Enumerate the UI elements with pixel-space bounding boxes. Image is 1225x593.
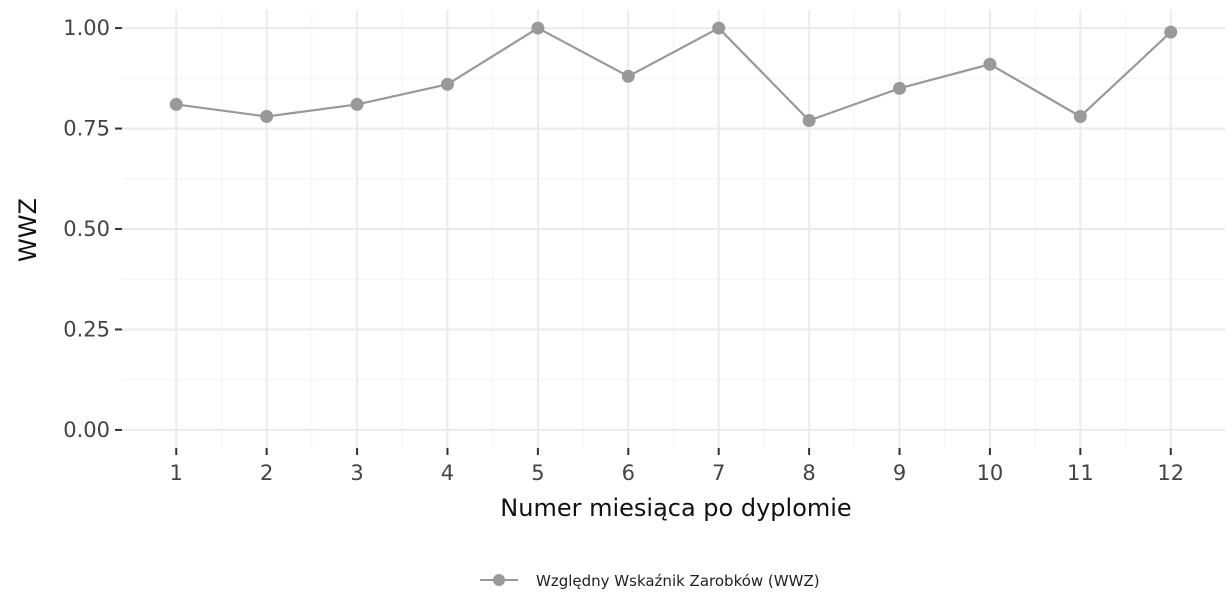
data-point — [169, 97, 183, 111]
legend-point-key — [493, 574, 505, 586]
legend-label: Względny Wskaźnik Zarobków (WWZ) — [536, 572, 820, 590]
data-point — [893, 81, 907, 95]
x-tick-label: 2 — [260, 461, 273, 485]
y-tick-label: 0.50 — [63, 217, 110, 241]
x-tick-label: 10 — [977, 461, 1004, 485]
y-tick-label: 0.00 — [63, 418, 110, 442]
data-point — [531, 21, 545, 35]
y-tick-label: 0.25 — [63, 317, 110, 341]
y-tick-label: 0.75 — [63, 117, 110, 141]
data-point — [712, 21, 726, 35]
data-point — [260, 109, 274, 123]
data-point — [1164, 25, 1178, 39]
series-layer — [169, 21, 1178, 128]
x-axis: 1 2 3 4 5 6 7 8 9 10 11 12 — [170, 448, 1184, 485]
legend: Względny Wskaźnik Zarobków (WWZ) — [480, 572, 820, 590]
series-line — [176, 26, 1172, 122]
x-tick-label: 9 — [893, 461, 906, 485]
x-tick-label: 3 — [350, 461, 363, 485]
data-point — [802, 114, 816, 128]
major-grid — [122, 10, 1225, 448]
x-tick-label: 11 — [1067, 461, 1094, 485]
x-axis-title: Numer miesiąca po dyplomie — [500, 494, 851, 522]
data-point — [983, 57, 997, 71]
x-tick-label: 7 — [712, 461, 725, 485]
x-tick-label: 8 — [802, 461, 815, 485]
data-point — [350, 97, 364, 111]
y-axis-title: WWZ — [14, 198, 42, 262]
x-tick-label: 12 — [1157, 461, 1184, 485]
x-tick-label: 4 — [441, 461, 454, 485]
x-tick-label: 6 — [622, 461, 635, 485]
data-point — [621, 69, 635, 83]
x-tick-label: 5 — [531, 461, 544, 485]
data-point — [440, 77, 454, 91]
y-tick-label: 1.00 — [63, 16, 110, 40]
data-point — [1073, 109, 1087, 123]
x-tick-label: 1 — [170, 461, 183, 485]
y-axis: 0.00 0.25 0.50 0.75 1.00 — [63, 16, 122, 442]
